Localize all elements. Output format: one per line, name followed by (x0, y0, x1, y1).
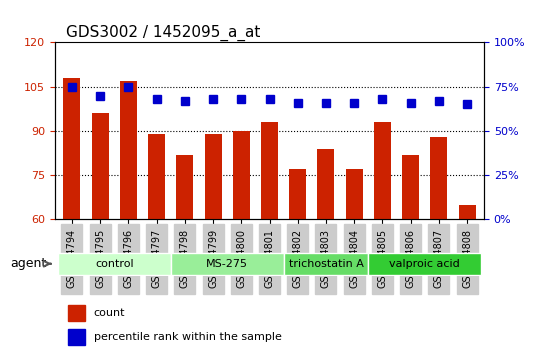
Bar (430, 137, 447, 354)
Bar (317, 149, 334, 354)
FancyBboxPatch shape (58, 253, 170, 275)
FancyBboxPatch shape (170, 253, 284, 275)
Bar (402, 155, 419, 354)
Bar (148, 134, 165, 354)
FancyBboxPatch shape (368, 253, 481, 275)
Bar (289, 169, 306, 354)
Bar (374, 122, 391, 354)
Bar (68, 329, 85, 345)
Text: control: control (95, 259, 134, 269)
Bar (120, 81, 137, 354)
Bar (261, 122, 278, 354)
Bar (63, 78, 80, 354)
Bar (233, 131, 250, 354)
Text: count: count (94, 308, 125, 318)
FancyBboxPatch shape (284, 253, 368, 275)
Text: agent: agent (10, 257, 47, 270)
Text: MS-275: MS-275 (206, 259, 248, 269)
Bar (459, 205, 476, 354)
Bar (92, 113, 108, 354)
Text: trichostatin A: trichostatin A (289, 259, 364, 269)
Text: GDS3002 / 1452095_a_at: GDS3002 / 1452095_a_at (66, 25, 260, 41)
Text: valproic acid: valproic acid (389, 259, 460, 269)
Bar (68, 305, 85, 321)
Bar (346, 169, 362, 354)
Bar (205, 134, 222, 354)
Bar (177, 155, 193, 354)
Text: percentile rank within the sample: percentile rank within the sample (94, 332, 282, 342)
